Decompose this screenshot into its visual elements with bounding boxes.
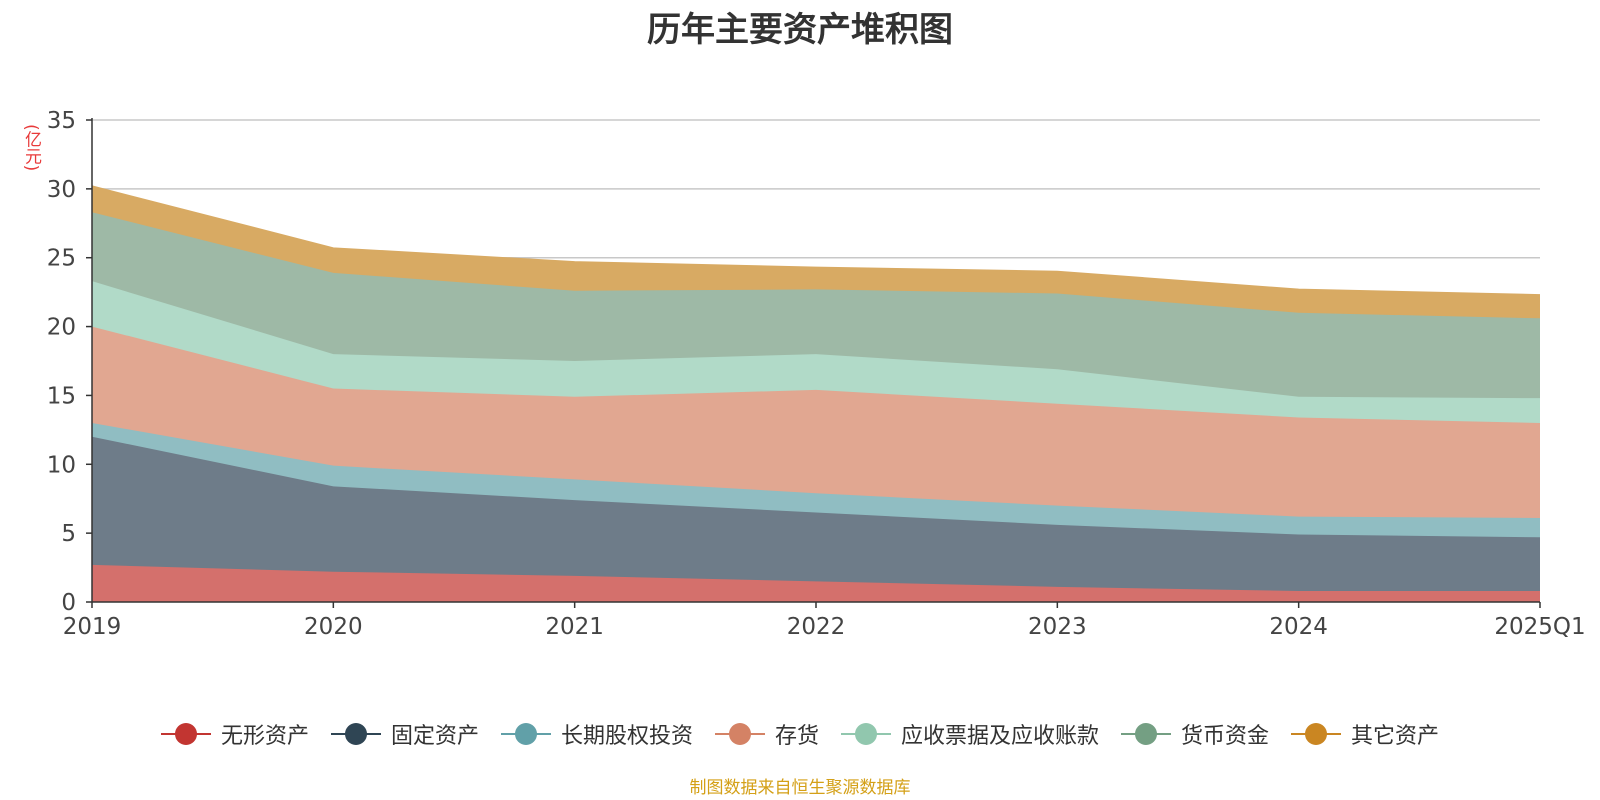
source-note: 制图数据来自恒生聚源数据库 [689, 778, 911, 798]
stacked-area-chart: 0 5 10 15 20 25 30 35 2019 2020 2021 2022 2023 2024 20… [47, 108, 1586, 640]
legend-label: 应收票据及应收账款 [901, 724, 1100, 749]
y-axis-unit-label: (亿元) [21, 124, 41, 172]
area-存货 [92, 326, 1540, 518]
legend-item-其它资产[interactable]: 其它资产 [1291, 718, 1439, 750]
area-edge-其它资产 [91, 185, 1541, 296]
x-tick-label-2019: 2019 [63, 614, 122, 640]
legend-item-无形资产[interactable]: 无形资产 [160, 718, 309, 750]
x-tick-label-2020: 2020 [304, 614, 363, 640]
y-tick-label-0: 0 [61, 590, 76, 616]
x-tick-label-2021: 2021 [545, 614, 604, 640]
y-tick-label-35: 35 [47, 108, 76, 134]
y-tick-label-25: 25 [47, 246, 76, 272]
y-tick-label-20: 20 [47, 315, 76, 341]
area-固定资产 [92, 436, 1540, 591]
area-edge-无形资产 [91, 564, 1540, 592]
x-tick-label-2022: 2022 [787, 614, 846, 640]
legend-label: 其它资产 [1351, 724, 1440, 749]
legend-label: 长期股权投资 [560, 724, 693, 749]
legend-marker-icon [330, 722, 381, 746]
y-tick-label-5: 5 [61, 521, 76, 547]
legend-label: 固定资产 [390, 724, 479, 749]
area-货币资金 [92, 212, 1540, 399]
legend-marker-icon [841, 722, 891, 746]
legend-marker-icon [1121, 722, 1172, 746]
legend-item-存货[interactable]: 存货 [714, 718, 819, 750]
area-应收票据及应收账款 [92, 281, 1540, 423]
legend-label: 存货 [774, 724, 819, 749]
legend-item-应收票据及应收账款[interactable]: 应收票据及应收账款 [841, 718, 1099, 750]
area-series [91, 185, 1541, 602]
chart-title: 历年主要资产堆积图 [647, 10, 953, 50]
legend: 无形资产 固定资产 长期股权投资 存货 应收票据及应收账款 货币资金 其它资产 [0, 718, 1600, 750]
legend-item-固定资产[interactable]: 固定资产 [330, 718, 479, 750]
legend-marker-icon [1291, 722, 1342, 746]
axes: 0 5 10 15 20 25 30 35 2019 2020 2021 2022 2023 2024 20… [47, 108, 1586, 640]
legend-marker-icon [714, 722, 765, 746]
legend-marker-icon [160, 722, 211, 746]
legend-label: 无形资产 [220, 724, 309, 749]
y-tick-label-10: 10 [47, 452, 76, 478]
legend-label: 货币资金 [1181, 724, 1270, 749]
legend-marker-icon [500, 722, 551, 746]
y-tick-label-15: 15 [47, 383, 76, 409]
x-tick-label-2025Q1: 2025Q1 [1494, 614, 1585, 640]
legend-item-货币资金[interactable]: 货币资金 [1121, 718, 1269, 750]
y-tick-label-30: 30 [47, 177, 76, 203]
x-tick-label-2024: 2024 [1269, 614, 1328, 640]
legend-item-长期股权投资[interactable]: 长期股权投资 [500, 718, 693, 750]
x-tick-label-2023: 2023 [1028, 614, 1087, 640]
area-其它资产 [92, 186, 1540, 319]
area-长期股权投资 [92, 422, 1540, 538]
